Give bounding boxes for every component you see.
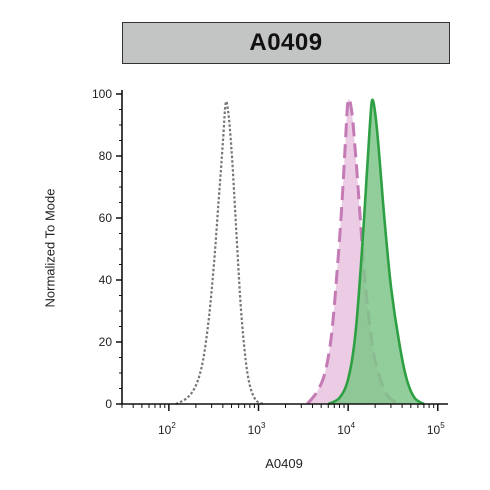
x-axis-label: A0409	[265, 456, 303, 471]
x-tick-label: 104	[337, 421, 355, 437]
axes-layer: 0 20 40 60 80 100 102 103 104 105	[92, 87, 448, 437]
y-tick-label: 20	[99, 335, 113, 349]
series-0-line	[175, 100, 265, 406]
series-2-fill	[328, 99, 424, 404]
x-tick-label: 103	[248, 421, 266, 437]
x-tick-label: 102	[158, 421, 176, 437]
series-1-fill	[307, 98, 403, 404]
y-tick-label: 40	[99, 273, 113, 287]
y-tick-label: 0	[105, 397, 112, 411]
y-tick-label: 80	[99, 149, 113, 163]
x-tick-label: 105	[427, 421, 445, 437]
series-2-line	[327, 98, 425, 406]
series-1-line	[306, 97, 403, 406]
series-layer	[175, 97, 425, 406]
y-tick-label: 100	[92, 87, 112, 101]
panel-title: A0409	[122, 22, 450, 64]
y-tick-label: 60	[99, 211, 113, 225]
